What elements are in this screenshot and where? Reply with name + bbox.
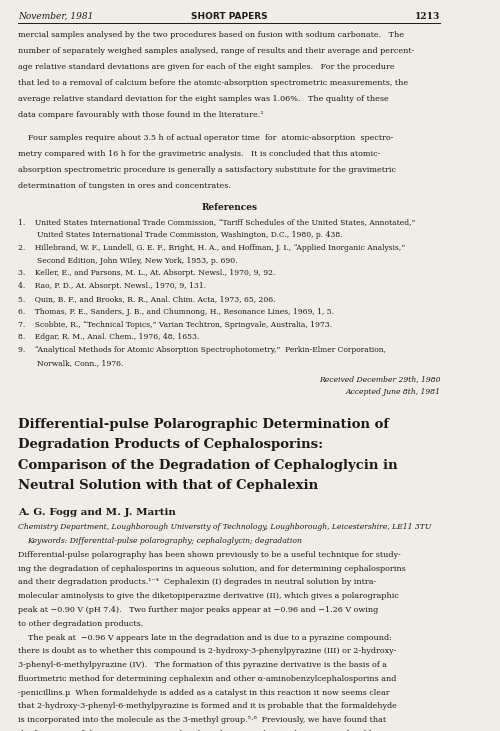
Text: Chemistry Department, Loughborough University of Technology, Loughborough, Leice: Chemistry Department, Loughborough Unive… — [18, 523, 432, 531]
Text: number of separately weighed samples analysed, range of results and their averag: number of separately weighed samples ana… — [18, 47, 414, 55]
Text: Degradation Products of Cephalosporins:: Degradation Products of Cephalosporins: — [18, 438, 324, 451]
Text: A. G. Fogg and M. J. Martin: A. G. Fogg and M. J. Martin — [18, 508, 176, 517]
Text: 4.    Rao, P. D., At. Absorpt. Newsl., 1970, 9, 131.: 4. Rao, P. D., At. Absorpt. Newsl., 1970… — [18, 282, 206, 290]
Text: 3.    Keller, E., and Parsons, M. L., At. Absorpt. Newsl., 1970, 9, 92.: 3. Keller, E., and Parsons, M. L., At. A… — [18, 270, 276, 278]
Text: Differential-pulse polarography has been shown previously to be a useful techniq: Differential-pulse polarography has been… — [18, 551, 401, 559]
Text: 1.    United States International Trade Commission, “Tariff Schedules of the Uni: 1. United States International Trade Com… — [18, 218, 416, 226]
Text: molecular aminolysis to give the diketopiperazine derivative (II), which gives a: molecular aminolysis to give the diketop… — [18, 592, 399, 600]
Text: Accepted June 8th, 1981: Accepted June 8th, 1981 — [346, 387, 440, 395]
Text: The peak at  −0.96 V appears late in the degradation and is due to a pyrazine co: The peak at −0.96 V appears late in the … — [18, 634, 392, 642]
Text: 3-phenyl-6-methylpyrazine (IV).   The formation of this pyrazine derivative is t: 3-phenyl-6-methylpyrazine (IV). The form… — [18, 661, 388, 669]
Text: Differential-pulse Polarographic Determination of: Differential-pulse Polarographic Determi… — [18, 417, 390, 431]
Text: Received December 29th, 1980: Received December 29th, 1980 — [319, 375, 440, 383]
Text: ing the degradation of cephalosporins in aqueous solution, and for determining c: ing the degradation of cephalosporins in… — [18, 565, 406, 572]
Text: 7.    Scobbie, R., “Technical Topics,” Varian Techtron, Springvale, Australia, 1: 7. Scobbie, R., “Technical Topics,” Vari… — [18, 321, 332, 329]
Text: Norwalk, Conn., 1976.: Norwalk, Conn., 1976. — [18, 359, 124, 367]
Text: 5.    Quin, B. F., and Brooks, R. R., Anal. Chim. Acta, 1973, 65, 206.: 5. Quin, B. F., and Brooks, R. R., Anal.… — [18, 295, 276, 303]
Text: Second Edition, John Wiley, New York, 1953, p. 690.: Second Edition, John Wiley, New York, 19… — [18, 257, 238, 265]
Text: SHORT PAPERS: SHORT PAPERS — [191, 12, 268, 21]
Text: is incorporated into the molecule as the 3-methyl group.⁵⋅⁶  Previously, we have: is incorporated into the molecule as the… — [18, 716, 386, 724]
Text: Neutral Solution with that of Cephalexin: Neutral Solution with that of Cephalexin — [18, 480, 318, 492]
Text: there is doubt as to whether this compound is 2-hydroxy-3-phenylpyrazine (III) o: there is doubt as to whether this compou… — [18, 648, 396, 656]
Text: November, 1981: November, 1981 — [18, 12, 94, 21]
Text: 1213: 1213 — [415, 12, 440, 21]
Text: absorption spectrometric procedure is generally a satisfactory substitute for th: absorption spectrometric procedure is ge… — [18, 166, 396, 174]
Text: 8.    Edgar, R. M., Anal. Chem., 1976, 48, 1653.: 8. Edgar, R. M., Anal. Chem., 1976, 48, … — [18, 333, 200, 341]
Text: and their degradation products.¹⁻⁴  Cephalexin (I) degrades in neutral solution : and their degradation products.¹⁻⁴ Cepha… — [18, 578, 376, 586]
Text: age relative standard deviations are given for each of the eight samples.   For : age relative standard deviations are giv… — [18, 63, 395, 71]
Text: peak at −0.90 V (pH 7.4).   Two further major peaks appear at −0.96 and −1.26 V : peak at −0.90 V (pH 7.4). Two further ma… — [18, 606, 378, 614]
Text: determination of tungsten in ores and concentrates.: determination of tungsten in ores and co… — [18, 182, 231, 190]
Text: metry compared with 16 h for the gravimetric analysis.   It is concluded that th: metry compared with 16 h for the gravime… — [18, 150, 380, 158]
Text: References: References — [202, 203, 258, 212]
Text: mercial samples analysed by the two procedures based on fusion with sodium carbo: mercial samples analysed by the two proc… — [18, 31, 404, 39]
Text: 9.    “Analytical Methods for Atomic Absorption Spectrophotometry,”  Perkin-Elme: 9. “Analytical Methods for Atomic Absorp… — [18, 346, 386, 355]
Text: 2.    Hillebrand, W. F., Lundell, G. E. F., Bright, H. A., and Hoffman, J. I., “: 2. Hillebrand, W. F., Lundell, G. E. F.,… — [18, 244, 406, 251]
Text: fluorimetric method for determining cephalexin and other α-aminobenzylcephalospo: fluorimetric method for determining ceph… — [18, 675, 396, 683]
Text: average relative standard deviation for the eight samples was 1.06%.   The quali: average relative standard deviation for … — [18, 95, 389, 103]
Text: -penicillins.µ  When formaldehyde is added as a catalyst in this reaction it now: -penicillins.µ When formaldehyde is adde… — [18, 689, 390, 697]
Text: Comparison of the Degradation of Cephaloglycin in: Comparison of the Degradation of Cephalo… — [18, 459, 398, 471]
Text: Keywords: Differential-pulse polarography; cephaloglycin; degradation: Keywords: Differential-pulse polarograph… — [28, 537, 302, 545]
Text: the formation of the pyrazine compound under solution conditions that give good : the formation of the pyrazine compound u… — [18, 730, 401, 731]
Text: that 2-hydroxy-3-phenyl-6-methylpyrazine is formed and it is probable that the f: that 2-hydroxy-3-phenyl-6-methylpyrazine… — [18, 702, 397, 711]
Text: Four samples require about 3.5 h of actual operator time  for  atomic-absorption: Four samples require about 3.5 h of actu… — [18, 134, 394, 142]
Text: that led to a removal of calcium before the atomic-absorption spectrometric meas: that led to a removal of calcium before … — [18, 79, 408, 87]
Text: 6.    Thomas, P. E., Sanders, J. B., and Chumnong, H., Resonance Lines, 1969, 1,: 6. Thomas, P. E., Sanders, J. B., and Ch… — [18, 308, 334, 316]
Text: data compare favourably with those found in the literature.²: data compare favourably with those found… — [18, 111, 264, 119]
Text: United States International Trade Commission, Washington, D.C., 1980, p. 438.: United States International Trade Commis… — [18, 231, 343, 239]
Text: to other degradation products.: to other degradation products. — [18, 620, 144, 628]
